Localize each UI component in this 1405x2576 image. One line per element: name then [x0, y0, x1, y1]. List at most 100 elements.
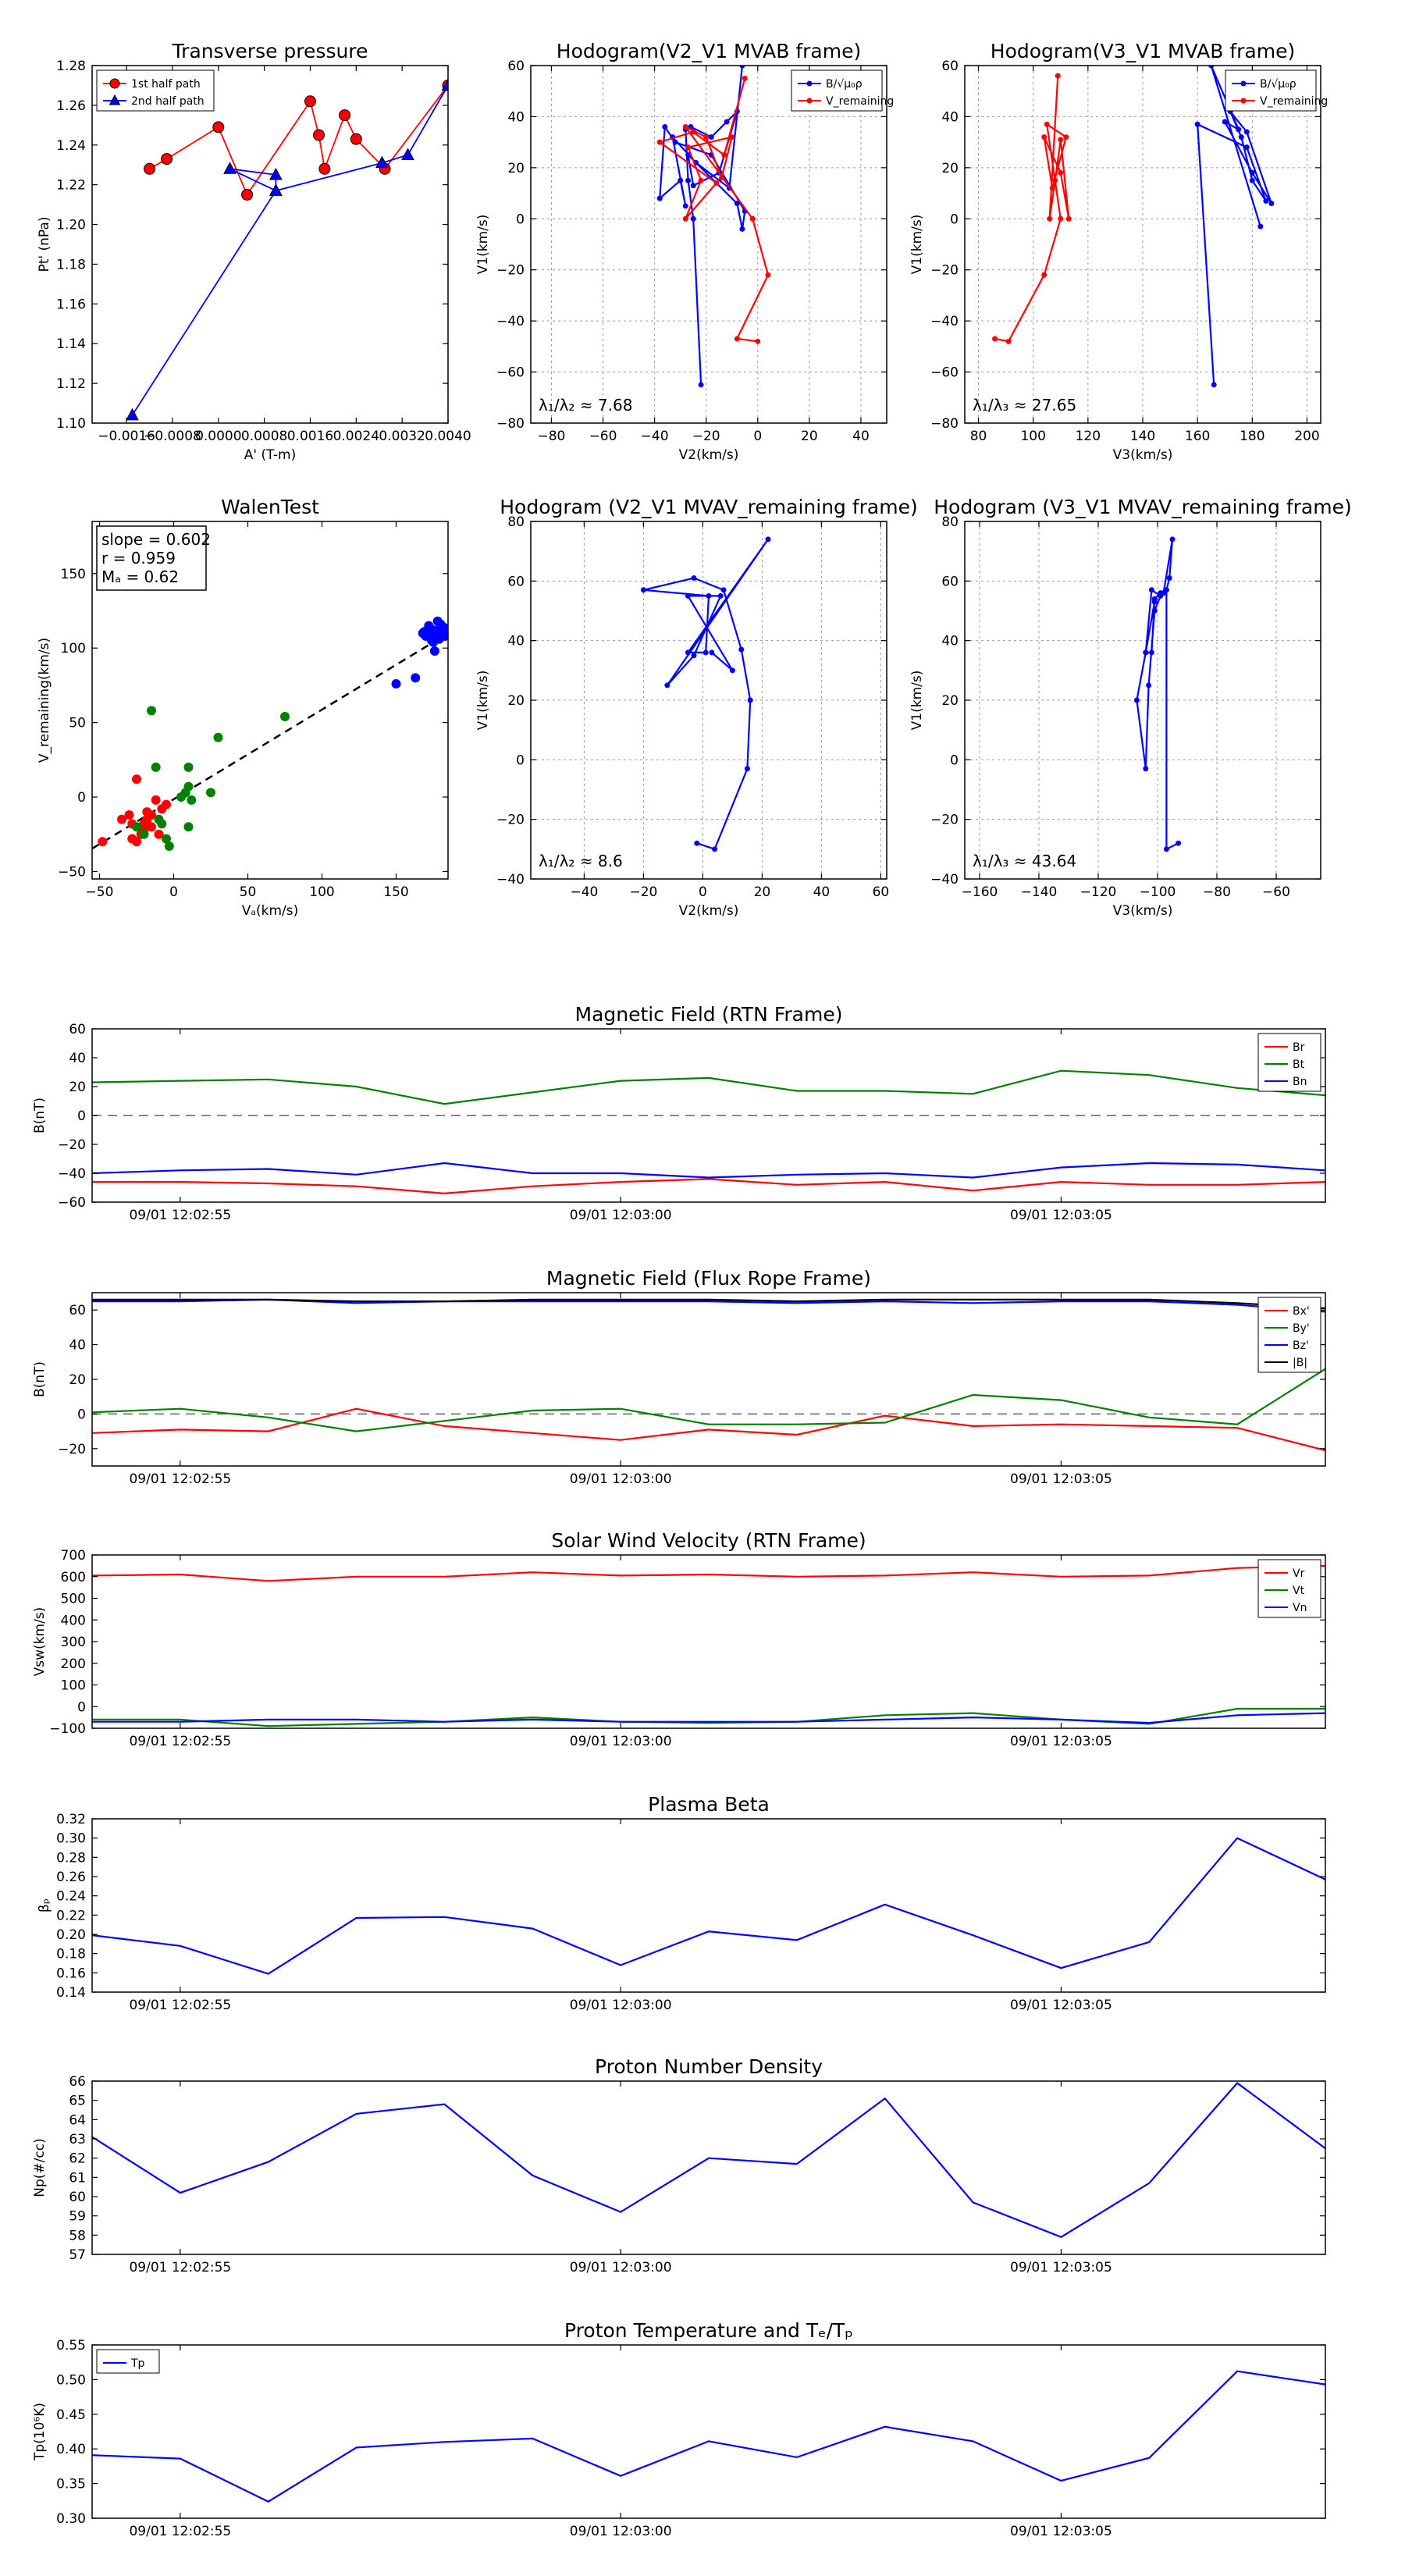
hodo2-xtick-label: 200 — [1294, 429, 1319, 444]
density-ytick-label: 58 — [69, 2228, 86, 2243]
hodo4-ytick-label: −20 — [930, 813, 959, 828]
bfield_rtn-ytick-label: −40 — [58, 1166, 86, 1182]
velocity-legend-label: Vr — [1293, 1567, 1305, 1580]
temperature-chart: Proton Temperature and Tₑ/Tₚ 09/01 12:02:… — [32, 2319, 1326, 2539]
walen-xlabel: Vₐ(km/s) — [242, 903, 299, 919]
hodo2-ytick-label: −60 — [930, 365, 959, 381]
bfield_rtn-ytick-label: 40 — [69, 1051, 86, 1066]
hodo4-ytick-label: 80 — [941, 514, 959, 530]
density-ytick-label: 65 — [69, 2094, 86, 2109]
beta-ytick-label: 0.30 — [56, 1831, 86, 1847]
hodo2-series-b-point — [1222, 119, 1228, 125]
hodo1-series-b-point — [690, 183, 696, 189]
hodo3-xtick-label: 60 — [873, 884, 890, 900]
beta-series-0-line — [92, 1837, 1325, 1975]
hodo2-chart: Hodogram(V3_V1 MVAB frame) 80 100 120 140 160… — [909, 40, 1328, 463]
beta-ylabel: βₚ — [37, 1898, 52, 1912]
transverse-ytick-label: 1.28 — [56, 59, 86, 74]
hodo1-annotation: λ₁/λ₂ ≈ 7.68 — [539, 396, 632, 415]
beta-axes-frame — [91, 1818, 1326, 1993]
walen-series-0-point — [162, 799, 171, 809]
temperature-ytick-label: 0.30 — [56, 2511, 86, 2527]
walen-series-0-point — [147, 822, 156, 832]
velocity-series-vn-line — [92, 1712, 1325, 1724]
walen-xtick-label: 150 — [383, 884, 408, 900]
transverse-series-1st-half-path-point — [350, 133, 362, 145]
hodo1-ytick-label: −80 — [496, 416, 525, 432]
temperature-ylabel: Tp(10⁶K) — [32, 2403, 48, 2461]
hodo2-series-v-remaining-point — [1047, 215, 1053, 222]
beta-plot-area — [92, 1837, 1325, 1975]
walen-series-0-point — [139, 819, 149, 829]
hodo2-legend-label: V_remaining — [1260, 95, 1328, 108]
bfield_rtn-ylabel: B(nT) — [32, 1098, 48, 1133]
transverse-series-2nd-half-path-line — [131, 84, 448, 416]
walen-series-2-point — [419, 627, 429, 637]
hodo1-xtick-label: −40 — [641, 429, 669, 444]
hodo2-series-v-remaining-point — [1058, 169, 1064, 176]
beta-ytick-label: 0.16 — [56, 1966, 86, 1981]
walen-xtick-label: 0 — [169, 884, 178, 900]
hodo4-ytick-label: 0 — [950, 753, 959, 768]
hodo4-series-0-point — [1143, 649, 1149, 656]
velocity-xtick-label: 09/01 12:03:00 — [570, 1734, 672, 1749]
hodo4-series-0-point — [1151, 599, 1158, 605]
walen-stats-line: r = 0.959 — [101, 549, 176, 568]
hodo2-ytick-label: 60 — [941, 59, 959, 74]
velocity-ytick-label: 300 — [61, 1635, 86, 1650]
hodo1-series-v-remaining-point — [682, 124, 688, 130]
velocity-xtick-label: 09/01 12:03:05 — [1010, 1734, 1112, 1749]
transverse-series-1st-half-path-point — [339, 109, 351, 122]
walen-series-1-point — [132, 822, 141, 832]
bfield_fr-legend-label: |B| — [1293, 1357, 1307, 1369]
walen-ylabel: V_remaining(km/s) — [37, 638, 52, 763]
temperature-legend-label: Tp — [130, 2357, 145, 2370]
hodo1-title: Hodogram(V2_V1 MVAB frame) — [557, 40, 861, 62]
bfield_rtn-legend-label: Bn — [1293, 1076, 1307, 1088]
transverse-legend-label: 1st half path — [131, 78, 201, 91]
hodo2-xtick-label: 100 — [1020, 429, 1045, 444]
transverse-series-1st-half-path-point — [313, 129, 325, 141]
bfield_fr-ytick-label: 40 — [69, 1338, 86, 1354]
hodo3-ytick-label: −20 — [496, 813, 525, 828]
hodo1-series-v-remaining-point — [721, 152, 727, 158]
hodo2-ytick-label: 40 — [941, 109, 959, 125]
hodo3-series-0-point — [691, 653, 697, 659]
hodo3-plot-area — [640, 536, 771, 852]
hodo1-series-v-remaining-point — [690, 129, 696, 135]
bfield_fr-xtick-label: 09/01 12:02:55 — [129, 1471, 231, 1487]
hodo3-series-0-point — [685, 649, 691, 656]
hodo1-series-b-point — [739, 226, 745, 232]
hodo1-series-v-remaining-point — [742, 75, 748, 81]
walen-stats-line: Mₐ = 0.62 — [101, 568, 179, 586]
temperature-plot-area — [92, 2370, 1325, 2503]
walen-chart: WalenTest −50 0 50 100 150 −50 0 50 100 150 Vₐ(km/s… — [37, 496, 449, 919]
hodo1-legend — [791, 69, 883, 112]
walen-series-1-point — [187, 795, 197, 805]
bfield_fr-axes-frame — [91, 1292, 1326, 1467]
bfield_rtn-xtick-label: 09/01 12:02:55 — [129, 1208, 231, 1223]
walen-series-1-point — [151, 762, 161, 772]
hodo2-series-v-remaining-point — [1041, 272, 1048, 278]
walen-series-0-point — [151, 795, 161, 805]
hodo3-ytick-label: 40 — [507, 634, 525, 649]
hodo1-ylabel: V1(km/s) — [475, 215, 491, 275]
hodo3-ytick-label: 80 — [507, 514, 525, 530]
hodo2-series-b-point — [1257, 223, 1264, 229]
transverse-xtick-label: 0.0016 — [287, 429, 333, 444]
temperature-legend — [96, 2349, 160, 2374]
hodo1-series-v-remaining-point — [682, 215, 688, 222]
bfield_rtn-ytick-label: 60 — [69, 1022, 86, 1037]
transverse-xtick-label: 0.0024 — [333, 429, 379, 444]
bfield_rtn-legend-label: Bt — [1293, 1059, 1305, 1071]
hodo4-xtick-label: −80 — [1203, 884, 1231, 900]
walen-series-2-point — [432, 616, 443, 626]
hodo2-series-v-remaining-point — [1041, 134, 1048, 141]
velocity-ytick-label: 100 — [61, 1678, 86, 1694]
hodo1-series-v-remaining-point — [765, 272, 771, 278]
hodo1-ytick-label: 60 — [507, 59, 525, 74]
density-xtick-label: 09/01 12:03:05 — [1010, 2260, 1112, 2275]
hodo1-series-b-line — [658, 66, 746, 385]
transverse-series-2nd-half-path-point — [375, 155, 389, 169]
density-ylabel: Np(#/cc) — [32, 2138, 48, 2197]
